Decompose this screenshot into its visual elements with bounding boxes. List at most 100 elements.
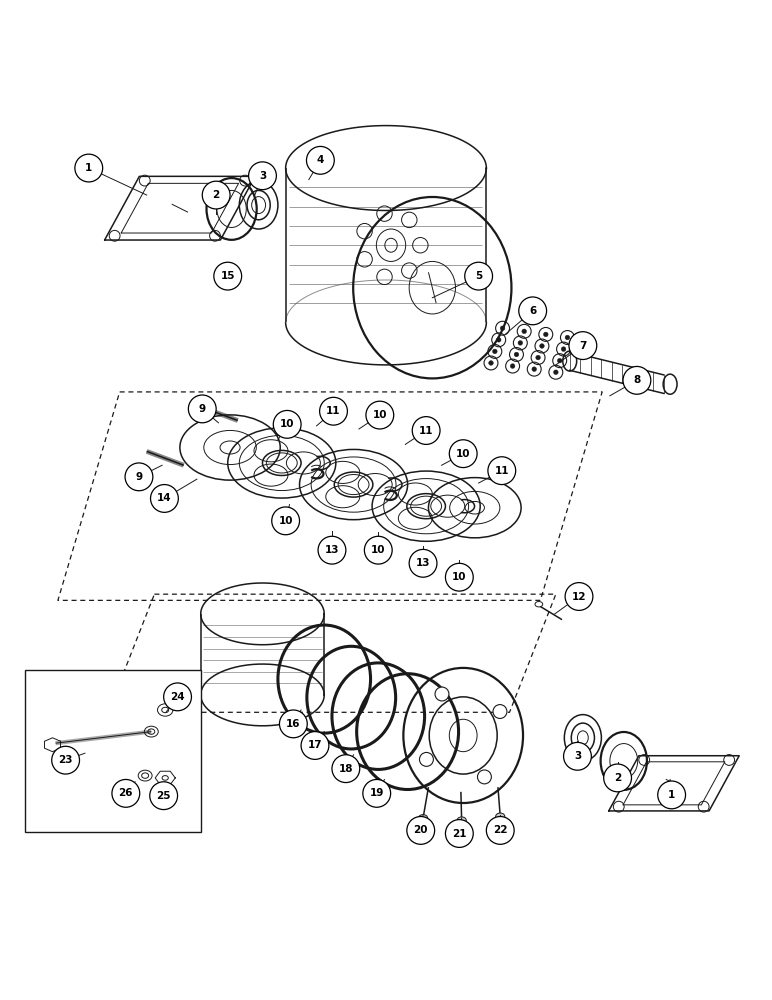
Circle shape <box>510 364 515 368</box>
Circle shape <box>500 326 505 331</box>
Text: 3: 3 <box>259 171 266 181</box>
Circle shape <box>112 779 140 807</box>
Circle shape <box>658 781 686 809</box>
Text: 12: 12 <box>572 591 586 601</box>
Text: 10: 10 <box>371 545 385 555</box>
Circle shape <box>536 355 540 360</box>
Text: 26: 26 <box>119 788 133 798</box>
Circle shape <box>188 395 216 423</box>
Circle shape <box>164 683 191 711</box>
Text: 4: 4 <box>317 155 324 165</box>
Circle shape <box>486 817 514 844</box>
Text: 15: 15 <box>221 271 235 281</box>
Circle shape <box>604 764 631 792</box>
Text: 22: 22 <box>493 825 507 835</box>
Ellipse shape <box>496 813 505 820</box>
Circle shape <box>564 742 591 770</box>
Circle shape <box>151 485 178 512</box>
Circle shape <box>522 329 527 334</box>
Circle shape <box>493 705 507 718</box>
Circle shape <box>565 583 593 610</box>
Circle shape <box>445 820 473 847</box>
Ellipse shape <box>663 374 677 394</box>
Circle shape <box>52 746 80 774</box>
Text: 10: 10 <box>373 410 387 420</box>
Text: 25: 25 <box>157 791 171 801</box>
Circle shape <box>419 752 433 766</box>
Circle shape <box>519 297 547 325</box>
Text: 8: 8 <box>633 375 641 385</box>
Circle shape <box>332 755 360 783</box>
Circle shape <box>623 366 651 394</box>
Text: 2: 2 <box>614 773 621 783</box>
Text: 11: 11 <box>419 426 433 436</box>
Circle shape <box>493 349 497 354</box>
Text: 13: 13 <box>325 545 339 555</box>
Circle shape <box>320 397 347 425</box>
Circle shape <box>364 536 392 564</box>
Ellipse shape <box>418 815 428 822</box>
Text: 11: 11 <box>327 406 340 416</box>
Text: 9: 9 <box>198 404 206 414</box>
Circle shape <box>445 563 473 591</box>
Text: 19: 19 <box>370 788 384 798</box>
Circle shape <box>366 401 394 429</box>
Text: 10: 10 <box>452 572 466 582</box>
Text: 3: 3 <box>574 751 581 761</box>
Circle shape <box>150 782 178 810</box>
Text: 1: 1 <box>668 790 676 800</box>
Circle shape <box>449 440 477 468</box>
Text: 16: 16 <box>286 719 300 729</box>
Text: 10: 10 <box>280 419 294 429</box>
Circle shape <box>543 332 548 337</box>
Text: 24: 24 <box>171 692 185 702</box>
Circle shape <box>249 162 276 190</box>
Text: 23: 23 <box>59 755 73 765</box>
Text: 11: 11 <box>495 466 509 476</box>
Text: 10: 10 <box>279 516 293 526</box>
Circle shape <box>363 779 391 807</box>
Text: 14: 14 <box>157 493 171 503</box>
Circle shape <box>202 181 230 209</box>
Circle shape <box>306 146 334 174</box>
Text: 10: 10 <box>456 449 470 459</box>
Circle shape <box>518 341 523 345</box>
Bar <box>25 670 201 832</box>
Circle shape <box>540 344 544 348</box>
Circle shape <box>407 817 435 844</box>
Circle shape <box>532 367 537 371</box>
Circle shape <box>477 770 491 784</box>
Circle shape <box>435 687 449 701</box>
Circle shape <box>489 361 493 365</box>
Circle shape <box>557 358 562 363</box>
Circle shape <box>273 410 301 438</box>
Text: 18: 18 <box>339 764 353 774</box>
Circle shape <box>279 710 307 738</box>
Circle shape <box>465 262 493 290</box>
Text: 1: 1 <box>85 163 93 173</box>
Text: 2: 2 <box>212 190 220 200</box>
Text: 7: 7 <box>579 341 587 351</box>
Circle shape <box>569 332 597 359</box>
Text: 13: 13 <box>416 558 430 568</box>
Circle shape <box>409 549 437 577</box>
Text: 6: 6 <box>529 306 537 316</box>
Ellipse shape <box>457 817 466 824</box>
Circle shape <box>412 417 440 444</box>
Text: 21: 21 <box>452 829 466 839</box>
Text: 20: 20 <box>414 825 428 835</box>
Circle shape <box>554 370 558 375</box>
Circle shape <box>488 457 516 485</box>
Circle shape <box>125 463 153 491</box>
Text: 9: 9 <box>135 472 143 482</box>
Text: 17: 17 <box>308 740 322 750</box>
Circle shape <box>272 507 300 535</box>
Circle shape <box>561 347 566 351</box>
Circle shape <box>214 262 242 290</box>
Circle shape <box>318 536 346 564</box>
Circle shape <box>496 337 501 342</box>
Circle shape <box>514 352 519 357</box>
Text: 5: 5 <box>475 271 482 281</box>
Circle shape <box>301 732 329 759</box>
Circle shape <box>75 154 103 182</box>
